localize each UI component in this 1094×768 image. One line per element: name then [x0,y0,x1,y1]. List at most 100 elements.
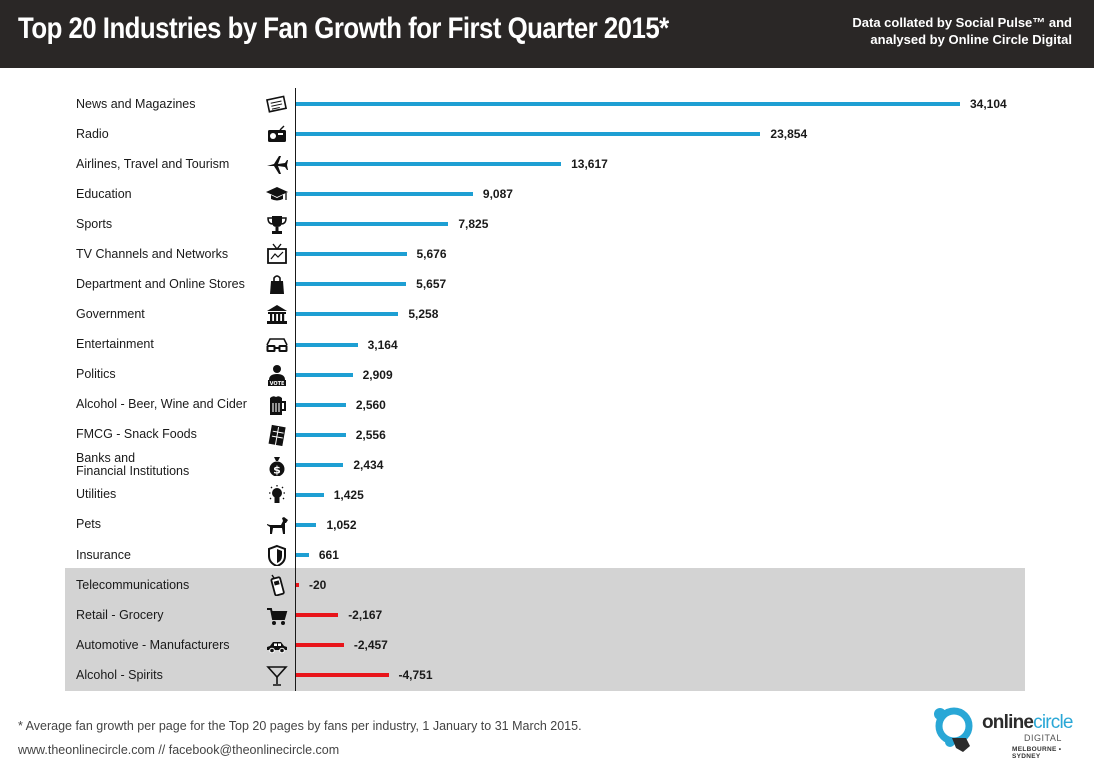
bar-chart: News and Magazines 34,104 Radio 23,854 Airli… [0,89,1094,687]
government-building-icon [264,303,290,325]
category-label: Telecommunications [76,577,190,592]
chart-row: TV Channels and Networks 5,676 [0,239,1094,269]
footnote: * Average fan growth per page for the To… [18,719,582,733]
logo-cities: MELBOURNE • SYDNEY [1012,746,1062,760]
value-label: 2,556 [355,427,386,442]
logo-mark-icon [934,707,973,752]
bar [296,402,346,407]
value-label: 2,434 [353,457,384,472]
newspaper-icon [264,93,290,115]
svg-text:VOTE: VOTE [270,381,285,386]
credit-line-1: Data collated by Social Pulse™ and [852,15,1072,30]
chart-row: FMCG - Snack Foods 2,556 [0,420,1094,450]
cocktail-glass-icon [264,664,290,687]
website-links: www.theonlinecircle.com // facebook@theo… [18,743,340,757]
value-label: 5,676 [416,247,447,262]
category-label: FMCG - Snack Foods [76,427,197,442]
bar [296,132,761,137]
negative-growth-panel [65,568,1025,691]
chart-row: Government 5,258 [0,299,1094,329]
value-label: 13,617 [571,157,608,172]
value-label: 3,164 [367,337,398,352]
value-label: 661 [318,548,339,563]
logo-name-part2: circle [1033,712,1073,733]
bar [296,643,344,648]
bar [296,312,399,317]
category-label: Government [76,306,145,321]
bar [296,492,324,497]
car-icon [264,634,290,656]
chart-row: Politics VOTE 2,909 [0,360,1094,390]
chart-row: Alcohol - Beer, Wine and Cider 2,560 [0,390,1094,420]
value-label: -2,167 [348,608,383,623]
vote-person-icon: VOTE [264,364,290,386]
chart-row: Education 9,087 [0,179,1094,209]
value-label: 23,854 [770,127,808,142]
chart-row: Pets 1,052 [0,510,1094,540]
zero-axis-line [295,88,296,691]
bar [296,192,473,197]
category-label: Utilities [76,487,117,502]
credit-line-2: analysed by Online Circle Digital [870,32,1072,47]
value-label: 34,104 [970,97,1007,111]
category-label: Banks and Financial Institutions [76,450,190,478]
bar [296,162,562,167]
header-bar: Top 20 Industries by Fan Growth for Firs… [0,0,1094,68]
tv-icon [264,243,290,265]
value-label: 5,657 [416,277,447,292]
chocolate-bar-icon [264,424,290,446]
value-label: -20 [309,578,327,593]
value-label: -4,751 [398,668,433,683]
category-label: Airlines, Travel and Tourism [76,156,230,171]
category-label: News and Magazines [76,96,196,111]
chart-row: Automotive - Manufacturers -2,457 [0,630,1094,660]
chart-row: Utilities 1,425 [0,480,1094,510]
chart-row: Telecommunications -20 [0,570,1094,600]
online-circle-logo: onlinecircle DIGITAL MELBOURNE • SYDNEY [930,702,1080,762]
3d-glasses-icon [264,334,290,356]
page-title: Top 20 Industries by Fan Growth for Firs… [18,12,669,45]
mobile-phone-icon [264,574,290,597]
category-label: Insurance [76,547,131,562]
trophy-icon [264,213,290,235]
value-label: 7,825 [458,217,489,232]
value-label: 2,909 [362,367,393,382]
bar [296,583,299,588]
value-label: -2,457 [353,638,388,653]
bar [296,432,346,437]
category-label: Alcohol - Beer, Wine and Cider [76,397,247,412]
value-label: 1,052 [326,517,357,532]
bar [296,553,309,558]
logo-name: onlinecircle [982,712,1073,734]
light-bulb-icon [264,484,290,506]
chart-row: Sports 7,825 [0,209,1094,239]
logo-name-part1: online [982,712,1034,733]
radio-icon [264,123,290,145]
bar [296,673,389,678]
chart-row: Radio 23,854 [0,119,1094,149]
value-label: 9,087 [482,187,513,202]
category-label: Education [76,186,132,201]
category-label: Radio [76,126,109,141]
bar [296,282,407,287]
chart-row: News and Magazines 34,104 [0,89,1094,119]
category-label: Politics [76,367,116,382]
value-label: 5,258 [408,307,439,322]
category-label: Entertainment [76,337,154,352]
airplane-icon [264,153,290,175]
bar [296,522,317,527]
value-label: 2,560 [355,397,386,412]
category-label: Retail - Grocery [76,607,164,622]
shopping-cart-icon [264,604,290,626]
bar [296,372,353,377]
graduation-cap-icon [264,183,290,205]
chart-row: Retail - Grocery -2,167 [0,600,1094,630]
chart-row: Department and Online Stores 5,657 [0,269,1094,299]
beer-mug-icon [264,394,290,416]
shopping-bag-icon [264,273,290,295]
bar [296,252,407,257]
data-credit: Data collated by Social Pulse™ and analy… [852,14,1072,48]
logo-sub: DIGITAL [1024,733,1062,743]
bar [296,613,339,618]
bar [296,102,960,106]
